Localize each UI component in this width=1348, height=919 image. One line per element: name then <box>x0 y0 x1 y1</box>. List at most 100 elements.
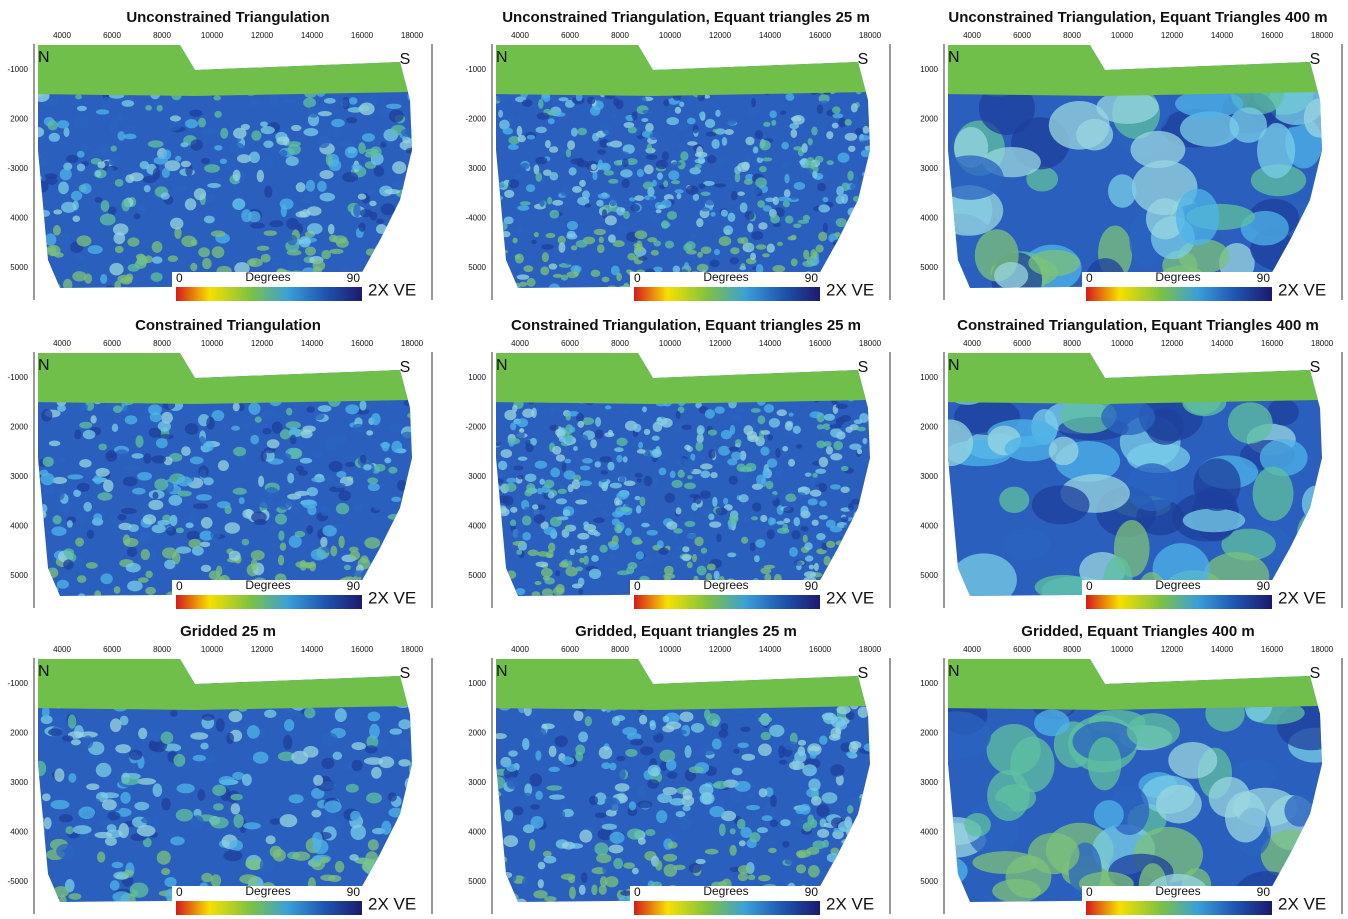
texture-blob <box>535 750 542 761</box>
texture-blob <box>548 745 557 758</box>
texture-blob <box>231 425 241 431</box>
texture-blob <box>591 555 599 562</box>
texture-blob <box>847 207 858 217</box>
texture-blob <box>57 232 71 245</box>
texture-blob <box>515 587 526 596</box>
y-tick-label: -5000 <box>8 877 29 886</box>
texture-blob <box>783 189 791 198</box>
texture-blob <box>749 542 756 552</box>
texture-blob <box>631 111 638 121</box>
y-tick-label: 3000 <box>468 778 486 787</box>
texture-blob <box>861 232 867 239</box>
texture-blob <box>72 215 81 223</box>
texture-blob <box>850 103 858 113</box>
texture-blob <box>164 877 177 888</box>
texture-blob <box>660 417 673 428</box>
texture-blob <box>385 103 402 110</box>
texture-blob <box>706 155 717 164</box>
texture-blob <box>314 412 325 421</box>
texture-blob <box>630 204 640 212</box>
texture-blob <box>535 790 543 800</box>
texture-blob <box>819 735 828 745</box>
panel-title: Unconstrained Triangulation, Equant Tria… <box>948 9 1327 26</box>
texture-blob <box>250 558 258 572</box>
texture-blob <box>776 520 785 525</box>
x-tick-label: 8000 <box>1063 31 1081 40</box>
ve-label: 2X VE <box>826 894 874 913</box>
texture-blob <box>705 573 713 582</box>
texture-blob <box>636 168 644 178</box>
texture-blob <box>302 194 315 205</box>
texture-blob <box>175 808 194 822</box>
y-tick-label: -2000 <box>466 423 487 432</box>
texture-blob <box>744 211 755 220</box>
texture-blob <box>840 465 849 472</box>
texture-blob <box>496 549 502 554</box>
texture-blob <box>831 869 840 877</box>
texture-blob <box>695 401 702 409</box>
texture-blob <box>75 537 85 547</box>
texture-blob <box>1108 174 1137 208</box>
texture-blob <box>735 407 746 413</box>
texture-blob <box>841 516 849 522</box>
texture-blob <box>666 771 678 779</box>
texture-blob <box>175 546 192 554</box>
texture-blob <box>639 496 646 507</box>
texture-blob <box>100 792 120 799</box>
texture-blob <box>508 179 520 189</box>
texture-blob <box>731 767 743 776</box>
texture-blob <box>203 477 214 486</box>
texture-blob <box>594 842 609 856</box>
texture-blob <box>689 167 701 175</box>
texture-blob <box>543 479 555 489</box>
texture-blob <box>263 140 274 149</box>
texture-blob <box>598 884 607 895</box>
texture-blob <box>608 553 615 561</box>
texture-blob <box>496 495 510 504</box>
y-tick-label: 1000 <box>468 679 486 688</box>
texture-blob <box>257 498 273 509</box>
texture-blob <box>328 460 343 472</box>
texture-blob <box>816 533 826 541</box>
texture-blob <box>1193 458 1241 512</box>
texture-blob <box>821 428 827 437</box>
texture-blob <box>245 858 264 871</box>
x-tick-label: 12000 <box>1161 339 1184 348</box>
texture-blob <box>795 444 803 449</box>
texture-blob <box>847 502 854 511</box>
texture-blob <box>56 579 69 589</box>
texture-blob <box>603 170 615 176</box>
texture-blob <box>671 479 683 489</box>
texture-blob <box>733 748 740 754</box>
north-label: N <box>496 357 508 374</box>
texture-blob <box>746 804 761 811</box>
texture-blob <box>371 766 382 779</box>
texture-blob <box>747 874 756 881</box>
texture-blob <box>667 841 678 849</box>
texture-blob <box>760 514 768 523</box>
texture-blob <box>608 566 621 572</box>
texture-blob <box>843 253 852 259</box>
texture-blob <box>541 723 555 730</box>
texture-blob <box>604 405 612 410</box>
texture-blob <box>780 819 791 827</box>
x-tick-label: 10000 <box>201 339 224 348</box>
texture-blob <box>802 764 817 777</box>
texture-blob <box>232 402 240 412</box>
texture-blob <box>625 158 638 166</box>
texture-blob <box>78 731 98 738</box>
texture-blob <box>76 575 87 583</box>
texture-blob <box>848 862 858 870</box>
texture-blob <box>700 191 711 196</box>
texture-blob <box>635 551 645 560</box>
texture-blob <box>1096 90 1159 124</box>
texture-blob <box>647 779 660 789</box>
texture-blob <box>609 762 617 771</box>
texture-blob <box>715 507 728 516</box>
texture-blob <box>688 863 702 874</box>
texture-blob <box>594 461 601 468</box>
texture-blob <box>496 182 505 188</box>
texture-blob <box>207 183 221 189</box>
texture-blob <box>59 168 72 181</box>
texture-blob <box>818 204 830 213</box>
